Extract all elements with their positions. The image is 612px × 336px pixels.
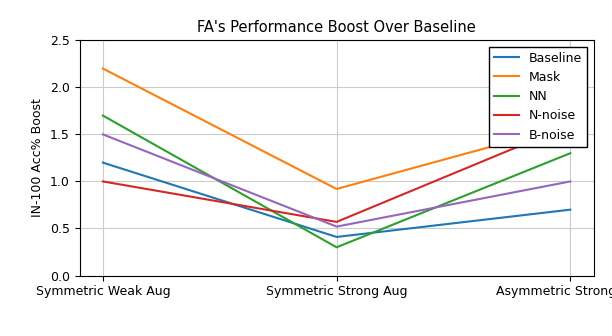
NN (99, 114, 106, 118)
Line: NN: NN (103, 116, 570, 247)
B-noise (99, 132, 106, 136)
NN (567, 151, 574, 155)
Mask (99, 67, 106, 71)
N-noise (99, 179, 106, 183)
N-noise (567, 123, 574, 127)
Line: Mask: Mask (103, 69, 570, 189)
Line: B-noise: B-noise (103, 134, 570, 226)
Baseline (567, 208, 574, 212)
Line: N-noise: N-noise (103, 125, 570, 222)
B-noise (333, 224, 340, 228)
Mask (333, 187, 340, 191)
Y-axis label: IN-100 Acc% Boost: IN-100 Acc% Boost (31, 98, 44, 217)
B-noise (567, 179, 574, 183)
N-noise (333, 220, 340, 224)
Baseline (99, 161, 106, 165)
Legend: Baseline, Mask, NN, N-noise, B-noise: Baseline, Mask, NN, N-noise, B-noise (489, 47, 588, 146)
NN (333, 245, 340, 249)
Baseline (333, 235, 340, 239)
Title: FA's Performance Boost Over Baseline: FA's Performance Boost Over Baseline (197, 20, 476, 35)
Line: Baseline: Baseline (103, 163, 570, 237)
Mask (567, 123, 574, 127)
